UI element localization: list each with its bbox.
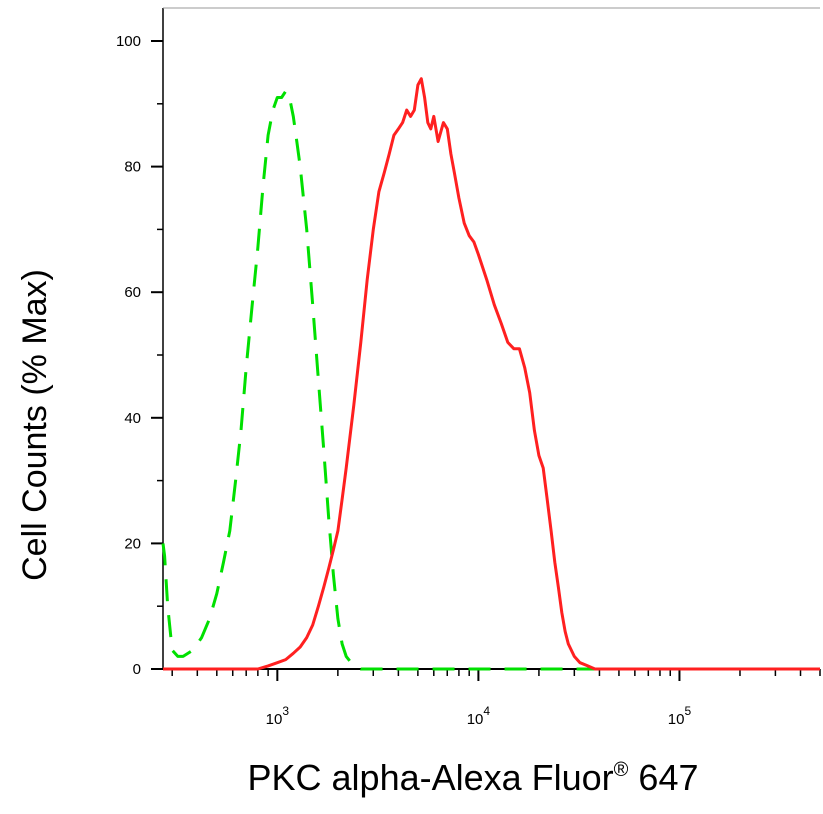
x-tick-label-exponent: 5 — [684, 704, 691, 718]
y-axis-label: Cell Counts (% Max) — [16, 269, 54, 581]
y-tick-label: 100 — [116, 33, 141, 50]
plot-frame — [162, 7, 820, 670]
y-tick-label: 40 — [124, 410, 141, 427]
series-line-2 — [163, 77, 820, 671]
x-tick-label: 103 — [266, 704, 290, 728]
series-layer — [161, 77, 820, 671]
x-tick-label: 104 — [467, 704, 491, 728]
y-tick-label: 20 — [124, 535, 141, 552]
x-axis: 103 104 105 — [171, 669, 821, 728]
series-line-1 — [161, 89, 820, 671]
y-tick-label: 0 — [133, 661, 141, 678]
x-tick-label-exponent: 4 — [483, 704, 490, 718]
x-tick-label: 105 — [668, 704, 692, 728]
x-axis-label-suffix: 647 — [628, 757, 698, 798]
y-tick-label: 80 — [124, 159, 141, 176]
y-tick-label: 60 — [124, 284, 141, 301]
x-tick-label-base: 10 — [467, 711, 484, 728]
registered-mark: ® — [614, 759, 629, 781]
x-tick-label-base: 10 — [266, 711, 283, 728]
x-axis-label-main: PKC alpha-Alexa Fluor — [248, 757, 614, 798]
y-axis: 0 20 40 60 80 100 — [116, 33, 163, 678]
x-tick-label-base: 10 — [668, 711, 685, 728]
x-axis-label: PKC alpha-Alexa Fluor® 647 — [248, 757, 699, 798]
x-tick-label-exponent: 3 — [282, 704, 289, 718]
